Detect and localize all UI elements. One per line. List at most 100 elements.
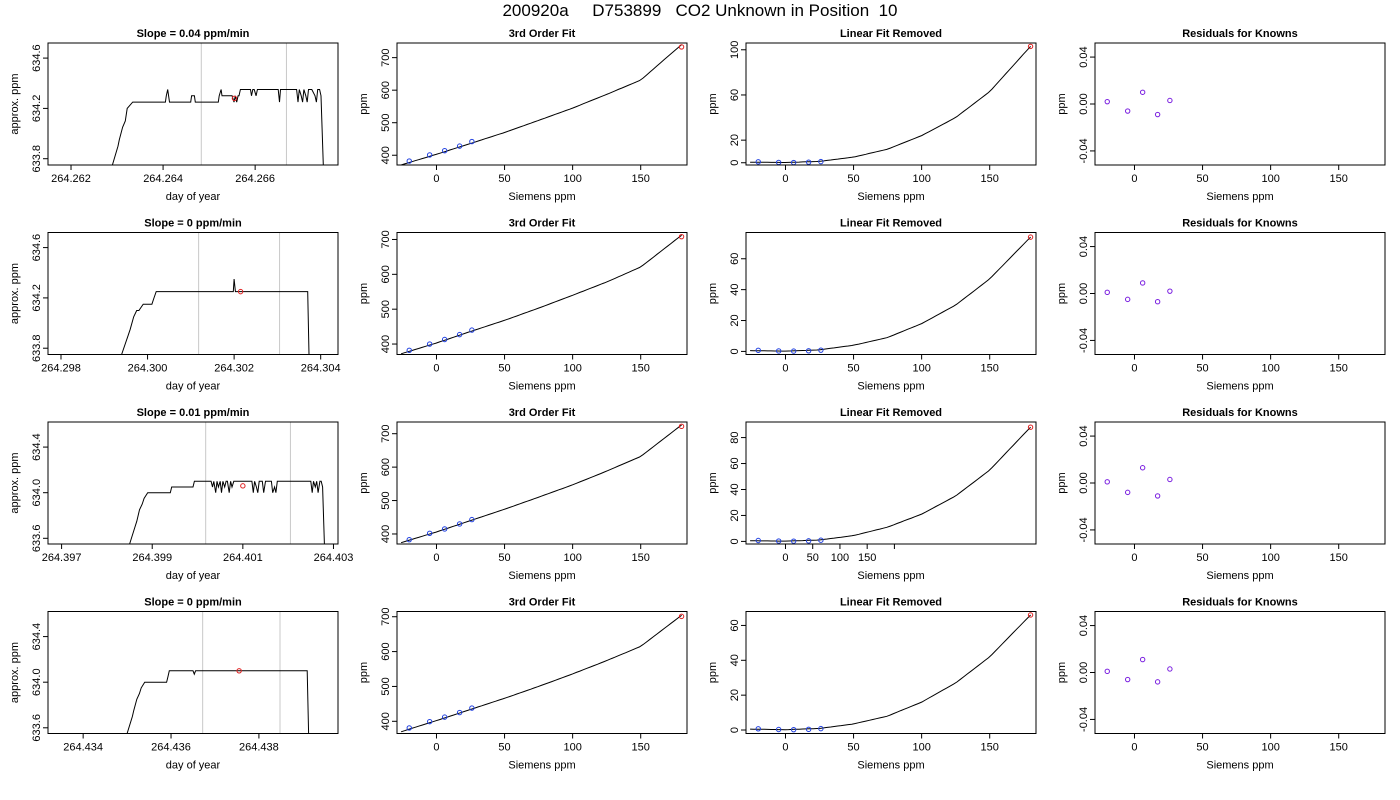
chart-title: Linear Fit Removed bbox=[840, 218, 942, 230]
fit-curve bbox=[400, 44, 682, 165]
fit-curve bbox=[750, 614, 1031, 731]
unknown-point bbox=[678, 44, 685, 50]
fit-curve bbox=[750, 236, 1031, 352]
x-tick-label-1: 0 bbox=[433, 363, 439, 375]
x-tick-label-3: 100 bbox=[1261, 173, 1279, 185]
plot-frame bbox=[745, 611, 1037, 734]
y-axis-label: approx. ppm bbox=[9, 73, 21, 134]
y-tick-label-2: 500 bbox=[380, 677, 392, 695]
x-tick-label-4: 150 bbox=[981, 173, 999, 185]
known-point-3 bbox=[441, 147, 448, 154]
unknown-point bbox=[678, 613, 685, 620]
y-axis-label: ppm bbox=[358, 283, 370, 304]
chart-title: 3rd Order Fit bbox=[509, 218, 576, 230]
x-tick-label-3: 100 bbox=[1261, 363, 1279, 375]
y-axis-label: ppm bbox=[707, 93, 719, 114]
x-tick-label-4: 150 bbox=[632, 173, 650, 185]
y-tick-label-2: 634.2 bbox=[31, 284, 43, 312]
known-point-2 bbox=[775, 348, 782, 354]
known-point-4 bbox=[456, 331, 463, 338]
known-point-5 bbox=[469, 516, 475, 523]
plot-area bbox=[400, 613, 685, 733]
plot-frame bbox=[1094, 232, 1386, 355]
x-tick-label-2: 50 bbox=[847, 742, 859, 754]
y-tick-label-1: 0 bbox=[729, 160, 741, 166]
x-tick-label-1: 0 bbox=[1131, 363, 1137, 375]
x-tick-label-2: 264.436 bbox=[151, 742, 191, 754]
x-tick-label-2: 50 bbox=[498, 363, 510, 375]
x-tick-label-3: 100 bbox=[563, 742, 581, 754]
y-tick-label-1: 400 bbox=[380, 712, 392, 730]
y-tick-label-3: 600 bbox=[380, 458, 392, 476]
series-line bbox=[126, 670, 310, 734]
plot-frame bbox=[47, 232, 339, 355]
plot-frame bbox=[47, 421, 339, 545]
unknown-point bbox=[678, 423, 685, 430]
y-tick-label-2: 20 bbox=[729, 689, 741, 701]
y-tick-label-4: 60 bbox=[729, 253, 741, 265]
chart-panel-1: Slope = 0.04 ppm/min 264.262 264.264 264.26… bbox=[9, 28, 339, 203]
y-tick-label-4: 700 bbox=[380, 608, 392, 626]
y-tick-label-1: 400 bbox=[380, 525, 392, 543]
known-point-4 bbox=[1154, 299, 1161, 305]
y-tick-label-1: 633.6 bbox=[31, 525, 43, 553]
x-tick-label-1: 264.298 bbox=[41, 363, 81, 375]
mean-marker bbox=[236, 668, 242, 674]
x-tick-label-2: 50 bbox=[1196, 552, 1208, 564]
y-tick-label-2: 0.00 bbox=[1078, 93, 1090, 114]
y-axis-label: approx. ppm bbox=[9, 263, 21, 324]
y-tick-label-3: 634.4 bbox=[31, 433, 43, 461]
x-tick-label-3: 264.266 bbox=[235, 173, 275, 185]
x-tick-label-1: 0 bbox=[782, 742, 788, 754]
x-tick-label-1: 0 bbox=[433, 173, 439, 185]
known-point-1 bbox=[406, 725, 412, 731]
known-point-5 bbox=[818, 158, 824, 165]
y-tick-label-3: 634.4 bbox=[31, 623, 43, 651]
plot-frame bbox=[396, 611, 688, 734]
x-tick-label-3: 100 bbox=[912, 742, 930, 754]
y-tick-label-3: 634.6 bbox=[31, 44, 43, 72]
x-tick-label-2: 50 bbox=[807, 552, 819, 564]
chart-panel-14: 3rd Order Fit 0 50 100 150 400 500 600 700 Siemen… bbox=[358, 597, 688, 772]
chart-title: Slope = 0.01 ppm/min bbox=[137, 407, 250, 419]
chart-panel-11: Linear Fit Removed 0 50 100 150 0 20 40 60 80 Siem… bbox=[707, 407, 1037, 582]
y-tick-label-2: 634.0 bbox=[31, 668, 43, 696]
known-point-4 bbox=[805, 348, 812, 354]
x-tick-label-1: 264.397 bbox=[42, 552, 82, 564]
y-tick-label-4: 700 bbox=[380, 425, 392, 443]
y-tick-label-3: 40 bbox=[729, 654, 741, 666]
y-axis-label: ppm bbox=[707, 283, 719, 304]
known-point-1 bbox=[755, 159, 761, 165]
plot-frame bbox=[396, 232, 688, 355]
y-tick-label-1: 400 bbox=[380, 146, 392, 164]
plot-area bbox=[750, 424, 1034, 544]
series-line bbox=[121, 278, 310, 355]
y-tick-label-1: 0 bbox=[729, 727, 741, 733]
known-point-5 bbox=[469, 705, 475, 711]
page-title: 200920a D753899 CO2 Unknown in Position … bbox=[502, 1, 898, 20]
x-axis-label: Siemens ppm bbox=[508, 570, 575, 582]
x-tick-label-4: 150 bbox=[1330, 742, 1348, 754]
chart-panel-13: Slope = 0 ppm/min 264.434 264.436 264.438 63… bbox=[9, 597, 339, 772]
x-tick-label-3: 100 bbox=[563, 552, 581, 564]
y-tick-label-1: 0 bbox=[729, 538, 741, 544]
fit-curve bbox=[400, 614, 682, 733]
y-tick-label-4: 60 bbox=[729, 457, 741, 469]
x-axis-label: Siemens ppm bbox=[508, 381, 575, 393]
known-point-2 bbox=[1124, 296, 1131, 303]
y-axis-label: approx. ppm bbox=[9, 452, 21, 513]
y-tick-label-3: 60 bbox=[729, 89, 741, 101]
plot-area bbox=[750, 612, 1034, 733]
y-tick-label-4: 700 bbox=[380, 48, 392, 66]
chart-title: 3rd Order Fit bbox=[509, 28, 576, 40]
y-tick-label-1: -0.04 bbox=[1078, 328, 1090, 353]
x-tick-label-4: 150 bbox=[632, 552, 650, 564]
known-point-1 bbox=[406, 158, 412, 164]
x-axis-label: Siemens ppm bbox=[1206, 381, 1273, 393]
plot-frame bbox=[396, 42, 688, 166]
known-point-4 bbox=[805, 538, 812, 544]
x-tick-label-4: 264.403 bbox=[314, 552, 354, 564]
x-tick-label-4: 150 bbox=[981, 363, 999, 375]
known-point-3 bbox=[790, 726, 797, 733]
